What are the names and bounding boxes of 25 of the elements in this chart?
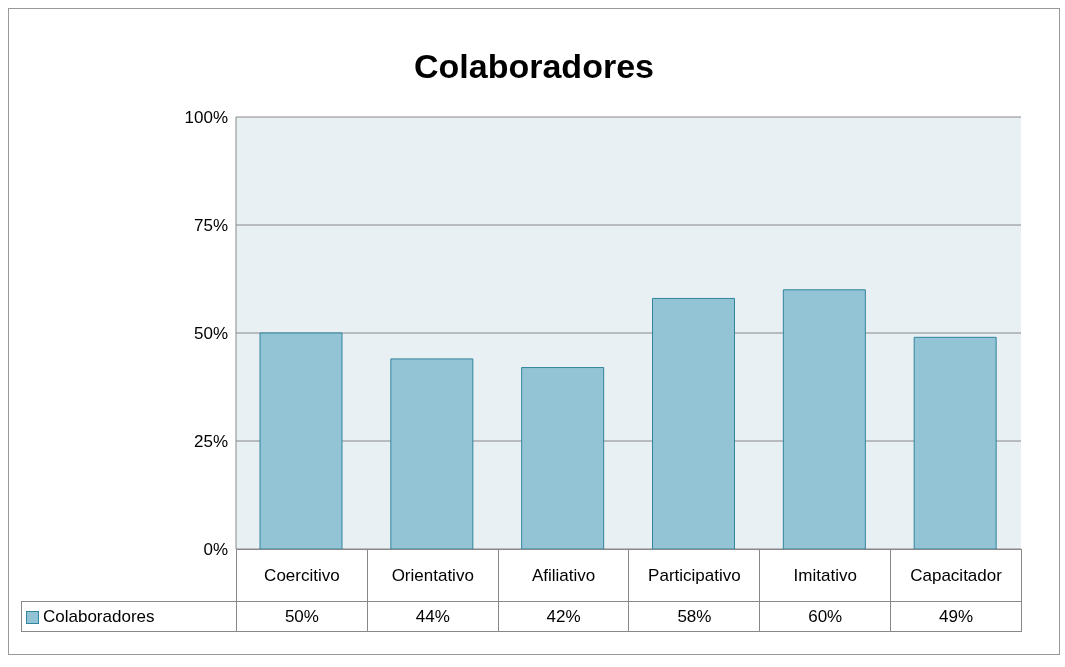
y-tick-label: 75% xyxy=(193,216,228,236)
data-label: 60% xyxy=(759,601,891,632)
x-tick-label: Imitativo xyxy=(759,549,891,602)
data-label: 42% xyxy=(498,601,629,632)
bar xyxy=(390,358,474,549)
bar xyxy=(913,336,997,549)
x-tick-label: Coercitivo xyxy=(236,549,368,602)
x-tick-label: Afiliativo xyxy=(498,549,629,602)
data-label: 58% xyxy=(628,601,760,632)
y-tick-label: 25% xyxy=(193,432,228,452)
data-label: 44% xyxy=(367,601,499,632)
x-tick-label: Capacitador xyxy=(890,549,1022,602)
x-tick-label: Orientativo xyxy=(367,549,499,602)
bar xyxy=(259,332,343,549)
chart-title: Colaboradores xyxy=(413,47,655,86)
y-tick-label: 0% xyxy=(203,540,228,560)
x-tick-label: Participativo xyxy=(628,549,760,602)
bar xyxy=(782,289,866,549)
y-tick-label: 50% xyxy=(193,324,228,344)
legend-label: Colaboradores xyxy=(42,606,155,626)
bar xyxy=(521,367,605,549)
y-tick-label: 100% xyxy=(184,108,228,128)
data-label: 50% xyxy=(236,601,368,632)
bar xyxy=(652,297,735,549)
data-label: 49% xyxy=(890,601,1022,632)
